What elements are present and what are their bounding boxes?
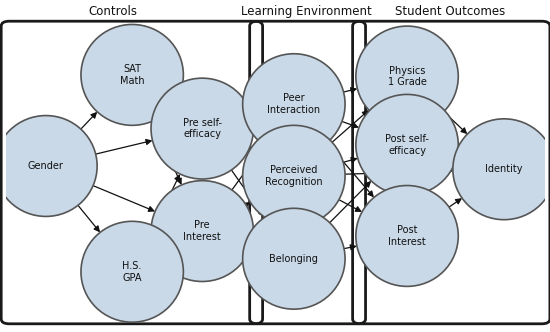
Text: Post
Interest: Post Interest	[388, 225, 426, 247]
Ellipse shape	[0, 116, 97, 216]
Text: Identity: Identity	[485, 164, 523, 174]
Ellipse shape	[151, 181, 254, 282]
Text: SAT
Math: SAT Math	[120, 64, 145, 86]
Ellipse shape	[151, 78, 254, 179]
Ellipse shape	[81, 25, 183, 125]
Text: Gender: Gender	[28, 161, 64, 171]
Text: Peer
Interaction: Peer Interaction	[267, 93, 321, 115]
Ellipse shape	[453, 119, 550, 220]
Text: Physics
1 Grade: Physics 1 Grade	[388, 66, 426, 87]
Text: H.S.
GPA: H.S. GPA	[123, 261, 142, 283]
Text: Post self-
efficacy: Post self- efficacy	[385, 134, 429, 156]
Ellipse shape	[81, 221, 183, 322]
Ellipse shape	[243, 208, 345, 309]
Text: Pre self-
efficacy: Pre self- efficacy	[183, 118, 222, 139]
Text: Pre
Interest: Pre Interest	[183, 220, 221, 242]
Text: Student Outcomes: Student Outcomes	[395, 5, 505, 18]
Text: Perceived
Recognition: Perceived Recognition	[265, 165, 323, 187]
Text: Controls: Controls	[89, 5, 138, 18]
Ellipse shape	[356, 26, 458, 127]
Ellipse shape	[356, 186, 458, 287]
Text: Inclusiveness of the
Learning Environment: Inclusiveness of the Learning Environmen…	[241, 0, 372, 18]
Text: Belonging: Belonging	[270, 254, 318, 264]
Ellipse shape	[243, 54, 345, 155]
Ellipse shape	[243, 125, 345, 226]
Ellipse shape	[356, 94, 458, 195]
